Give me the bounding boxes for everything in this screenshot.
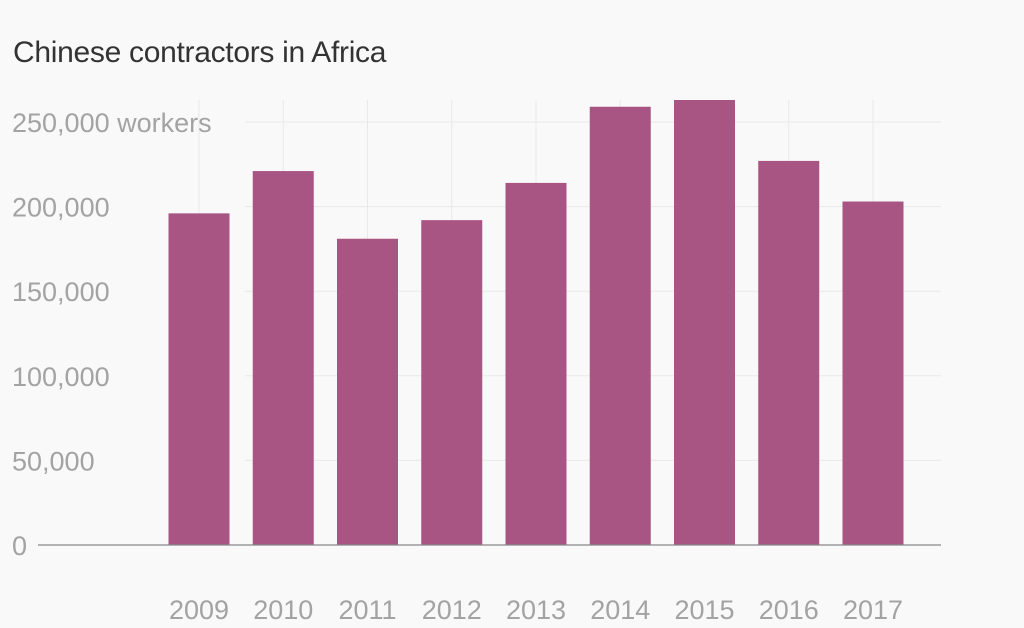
y-tick-label: 200,000 — [12, 193, 110, 223]
x-tick-label: 2016 — [759, 595, 819, 625]
bar — [168, 213, 230, 545]
y-tick-label: 0 — [12, 531, 27, 561]
bar — [421, 220, 483, 545]
bar — [252, 171, 314, 545]
bar — [758, 160, 820, 546]
bar — [674, 100, 735, 545]
x-tick-label: 2011 — [338, 595, 396, 625]
bar — [337, 238, 398, 546]
y-tick-label: 150,000 — [12, 277, 110, 307]
x-tick-label: 2017 — [843, 595, 903, 625]
bar — [589, 106, 651, 545]
x-tick-label: 2015 — [674, 595, 734, 625]
x-tick-label: 2009 — [169, 595, 229, 625]
x-tick-label: 2013 — [506, 595, 566, 625]
bars — [168, 100, 904, 546]
y-tick-label: 250,000 workers — [12, 108, 212, 138]
bar — [842, 201, 904, 545]
bar — [505, 182, 567, 545]
tick-labels: 0 50,000 100,000 150,000 200,000 250,000 work… — [12, 108, 903, 625]
x-tick-label: 2010 — [253, 595, 313, 625]
x-tick-label: 2014 — [590, 595, 650, 625]
chart-title: Chinese contractors in Africa — [13, 36, 387, 69]
x-tick-label: 2012 — [422, 595, 482, 625]
y-tick-label: 100,000 — [12, 362, 110, 392]
y-tick-label: 50,000 — [12, 446, 95, 476]
